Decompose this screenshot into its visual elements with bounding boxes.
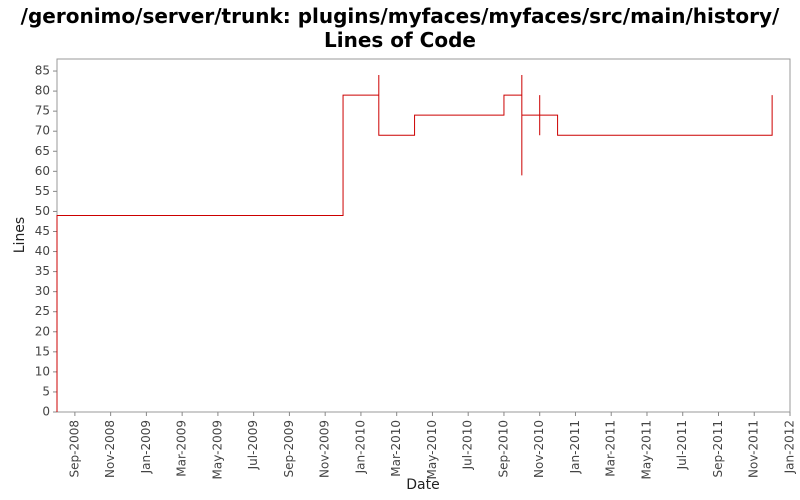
y-tick-label: 35	[35, 264, 50, 278]
y-tick-label: 45	[35, 224, 50, 238]
x-tick-label: Mar-2011	[604, 420, 618, 477]
chart-title: /geronimo/server/trunk: plugins/myfaces/…	[20, 4, 780, 52]
y-axis-title: Lines	[12, 217, 28, 253]
y-tick-label: 75	[35, 104, 50, 118]
x-tick-label: Jul-2009	[246, 420, 260, 470]
x-tick-label: Mar-2010	[389, 420, 403, 477]
plot-area	[56, 58, 791, 413]
x-tick-label: Jul-2011	[675, 420, 689, 470]
x-tick-label: May-2011	[639, 420, 653, 479]
y-tick-label: 15	[35, 344, 50, 358]
y-tick-label: 40	[35, 244, 50, 258]
x-tick-label: Mar-2009	[175, 420, 189, 477]
x-tick-label: Sep-2010	[496, 420, 510, 478]
x-tick-label: Jan-2012	[783, 420, 797, 474]
x-tick-label: Nov-2010	[532, 420, 546, 478]
x-tick-label: Sep-2011	[711, 420, 725, 478]
y-tick-label: 80	[35, 84, 50, 98]
x-tick-label: May-2009	[210, 420, 224, 479]
y-tick-label: 30	[35, 284, 50, 298]
x-axis-title: Date	[406, 477, 439, 493]
x-tick-label: Nov-2008	[103, 420, 117, 478]
y-tick-label: 20	[35, 324, 50, 338]
x-tick-label: Sep-2009	[282, 420, 296, 478]
y-tick-label: 0	[42, 405, 50, 419]
y-tick-label: 70	[35, 124, 50, 138]
y-tick-label: 60	[35, 164, 50, 178]
y-tick-label: 10	[35, 364, 50, 378]
x-tick-label: Jan-2010	[353, 420, 367, 474]
y-tick-label: 50	[35, 204, 50, 218]
y-tick-label: 25	[35, 304, 50, 318]
x-tick-label: Nov-2011	[747, 420, 761, 478]
step-line	[56, 75, 773, 412]
x-tick-label: May-2010	[425, 420, 439, 479]
x-tick-label: Sep-2008	[67, 420, 81, 478]
x-tick-label: Nov-2009	[318, 420, 332, 478]
x-tick-label: Jan-2011	[568, 420, 582, 474]
y-tick-label: 55	[35, 184, 50, 198]
x-tick-label: Jan-2009	[139, 420, 153, 474]
y-tick-label: 5	[42, 384, 50, 398]
y-tick-label: 85	[35, 64, 50, 78]
x-tick-label: Jul-2010	[461, 420, 475, 470]
y-tick-label: 65	[35, 144, 50, 158]
